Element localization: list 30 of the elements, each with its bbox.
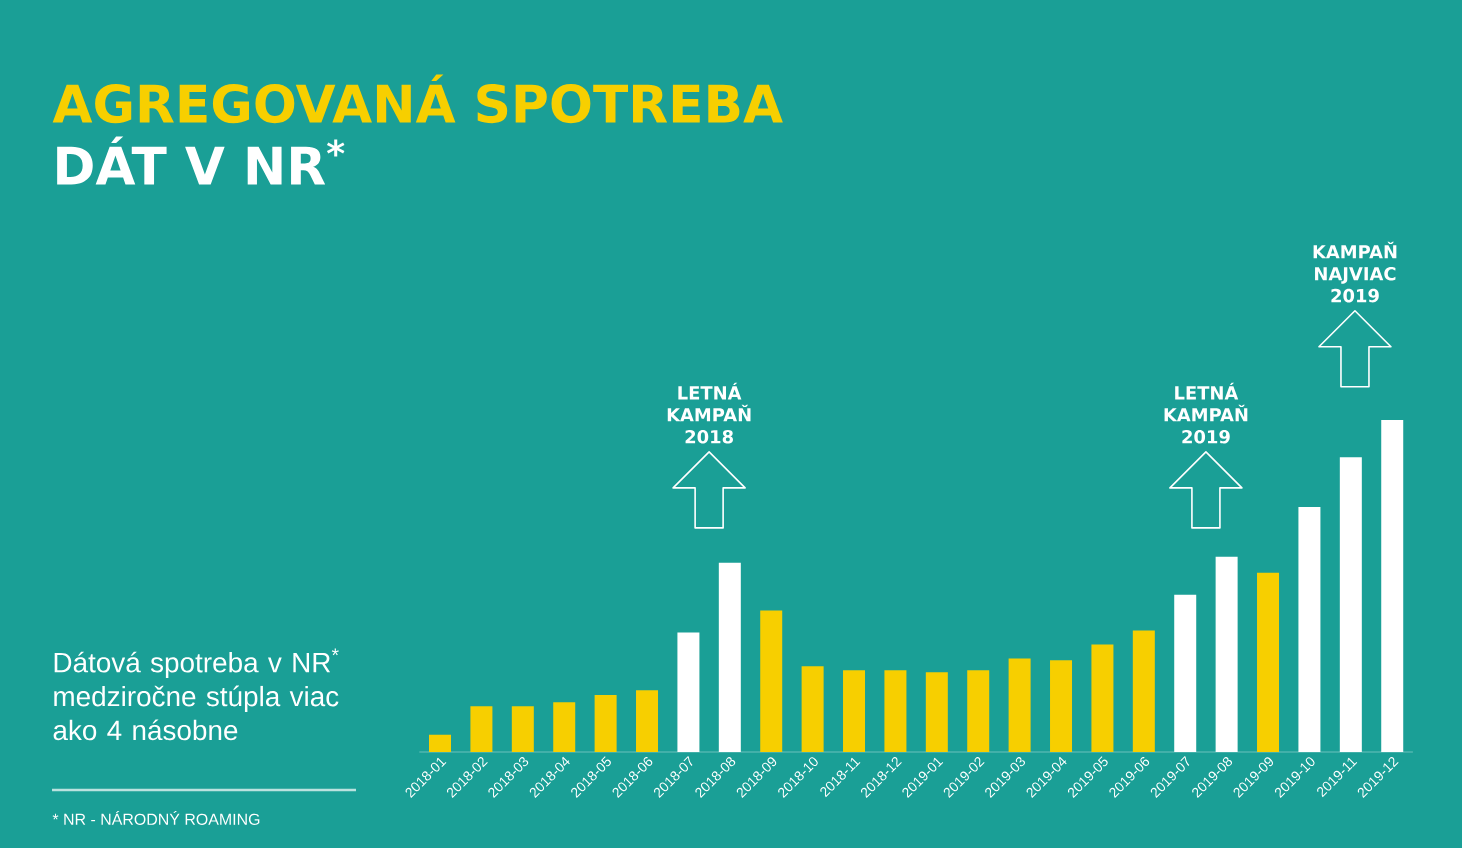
annotation: LETNÁ KAMPAŇ 2019 (1164, 382, 1248, 444)
chart-title: AGREGOVANÁ SPOTREBA (52, 74, 783, 124)
bar (1215, 556, 1238, 752)
bar (1091, 644, 1114, 752)
chart-subtitle: DÁT V NR$^{*}$ (57, 136, 345, 185)
text: KAMPAŇ NAJVIAC 2019 (1313, 241, 1397, 303)
bar (1008, 658, 1031, 752)
bar (925, 672, 948, 752)
bar (760, 610, 783, 752)
bar (1132, 630, 1155, 752)
bar (718, 562, 741, 752)
bar (1050, 660, 1073, 752)
bar (843, 670, 866, 752)
bar (470, 706, 493, 752)
bar (801, 666, 824, 752)
bar (677, 632, 700, 752)
bar (967, 670, 990, 752)
bar (1381, 419, 1404, 752)
bar (429, 734, 452, 752)
bar (636, 690, 659, 752)
annotation: LETNÁ KAMPAŇ 2018 (667, 382, 751, 444)
bar (1339, 457, 1362, 752)
text: Dátová spotreba v NR$^{*}$ medziročne stúpla viac ako 4 násobne (53, 648, 339, 741)
bar (553, 702, 576, 752)
bar (1174, 594, 1197, 752)
bar (884, 670, 907, 752)
bar (1298, 506, 1321, 752)
bar (594, 694, 617, 752)
bar (1257, 572, 1280, 752)
bar (511, 706, 534, 752)
